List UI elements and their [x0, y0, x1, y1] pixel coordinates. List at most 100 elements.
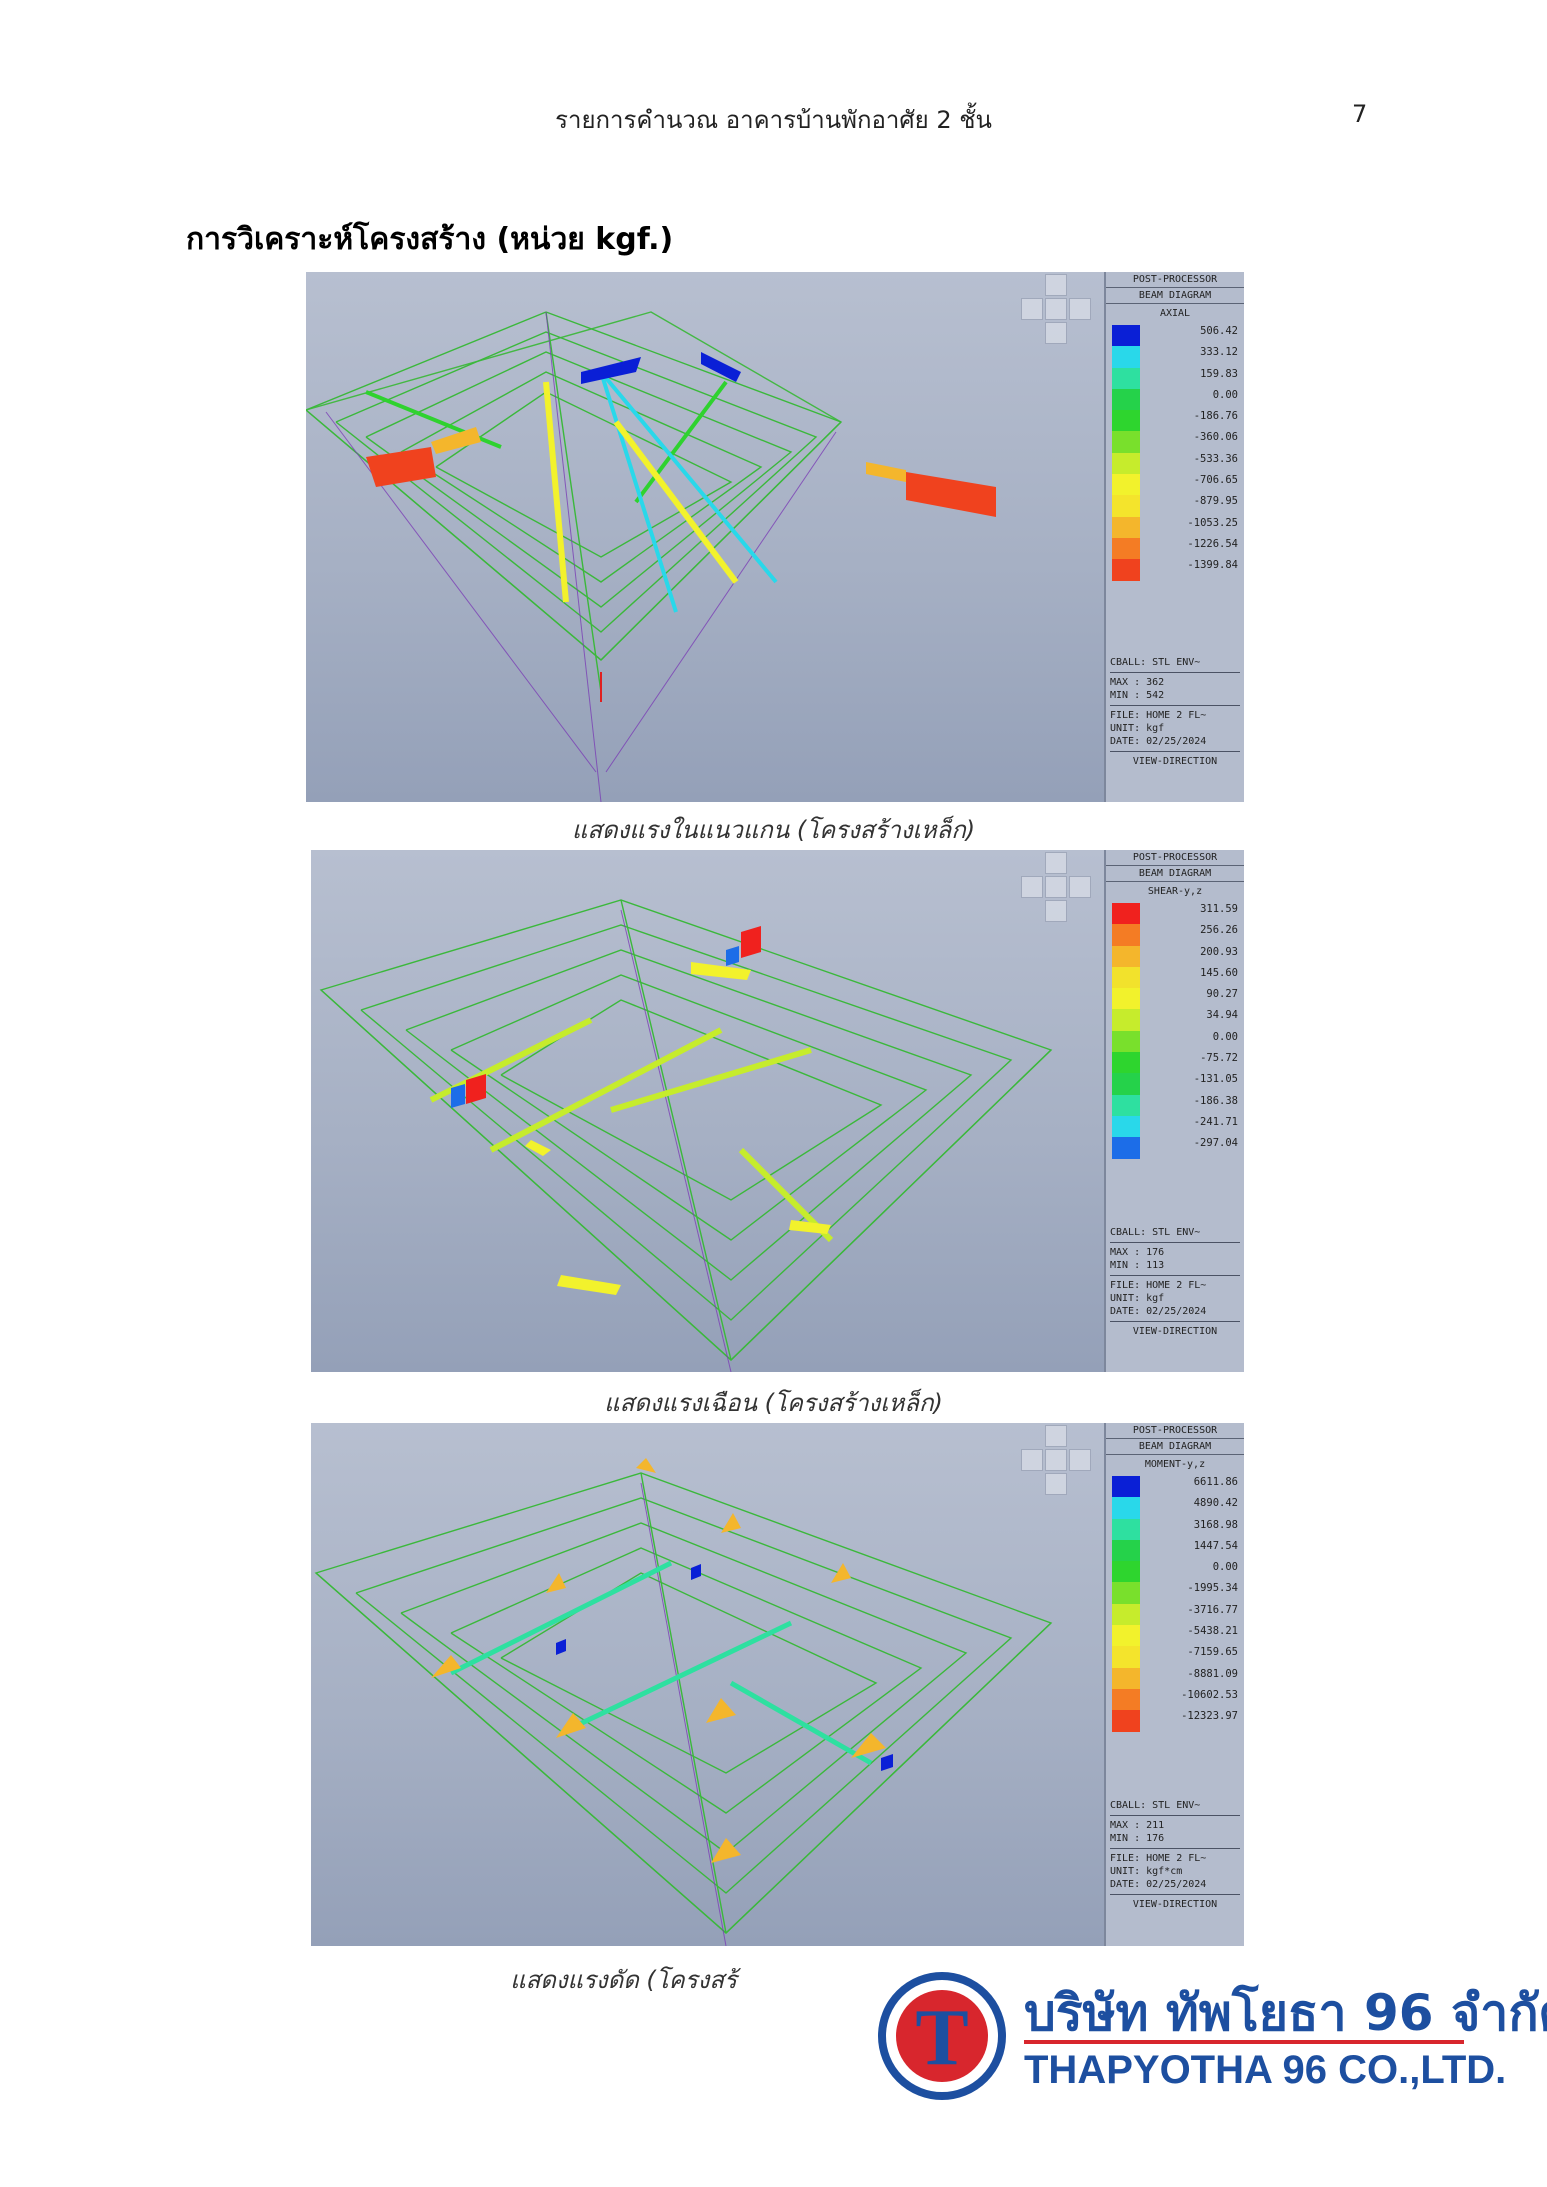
- legend-swatch: [1112, 988, 1140, 1010]
- company-logo: T บริษัท ทัพโยธา 96 จำกัด THAPYOTHA 96 C…: [874, 1964, 1547, 2114]
- legend-value: 3168.98: [1193, 1518, 1238, 1531]
- legend-value: -241.71: [1193, 1115, 1238, 1128]
- page-header-title: รายการคำนวณ อาคารบ้านพักอาศัย 2 ชั้น: [555, 106, 992, 134]
- legend-row: -706.65: [1106, 474, 1244, 496]
- legend-row: 200.93: [1106, 945, 1244, 967]
- view-direction-label: VIEW-DIRECTION: [1132, 1899, 1218, 1910]
- legend-row: 0.00: [1106, 1561, 1244, 1583]
- legend-row: 90.27: [1106, 988, 1244, 1010]
- legend-value: -706.65: [1193, 474, 1238, 487]
- legend-value: -5438.21: [1187, 1625, 1238, 1638]
- legend-row: 159.83: [1106, 367, 1244, 389]
- logo-divider: [1024, 2040, 1464, 2044]
- date-label: DATE: 02/25/2024: [1110, 1879, 1207, 1890]
- legend-value: 200.93: [1200, 945, 1238, 958]
- legend-row: 506.42: [1106, 325, 1244, 347]
- legend-swatch: [1112, 346, 1140, 368]
- legend-value: 0.00: [1212, 388, 1238, 401]
- legend-value: 0.00: [1212, 1561, 1238, 1574]
- legend-row: -131.05: [1106, 1073, 1244, 1095]
- figure-caption: แสดงแรงดัด (โครงสร้: [510, 1966, 737, 1994]
- legend-row: -297.04: [1106, 1137, 1244, 1159]
- legend-value: 256.26: [1200, 924, 1238, 937]
- axial-force-diagram: POST-PROCESSOR BEAM DIAGRAM AXIAL 506.42…: [306, 272, 1244, 802]
- legend-row: 6611.86: [1106, 1476, 1244, 1498]
- legend-value: -1995.34: [1187, 1582, 1238, 1595]
- legend-row: -1226.54: [1106, 537, 1244, 560]
- legend-swatch: [1112, 1625, 1140, 1647]
- legend-value: 34.94: [1206, 1009, 1238, 1022]
- legend-value: -186.76: [1193, 410, 1238, 423]
- legend-swatch: [1112, 1497, 1140, 1519]
- panel-title: POST-PROCESSOR: [1106, 850, 1244, 866]
- legend-swatch: [1112, 474, 1140, 496]
- min-value: MIN : 176: [1110, 1833, 1165, 1844]
- unit-label: UNIT: kgf: [1110, 1293, 1165, 1304]
- shear-force-diagram: POST-PROCESSOR BEAM DIAGRAM SHEAR-y,z 31…: [311, 850, 1244, 1372]
- legend-value: -3716.77: [1187, 1603, 1238, 1616]
- view-direction-label: VIEW-DIRECTION: [1132, 756, 1218, 767]
- legend-row: 4890.42: [1106, 1497, 1244, 1519]
- roof-frame-model: [306, 311, 996, 802]
- legend-row: -3716.77: [1106, 1603, 1244, 1626]
- company-name-english: THAPYOTHA 96 CO.,LTD.: [1024, 2048, 1507, 2092]
- legend-swatch: [1112, 1073, 1140, 1095]
- view-direction-label: VIEW-DIRECTION: [1132, 1326, 1218, 1337]
- legend-row: -241.71: [1106, 1115, 1244, 1138]
- legend-swatch: [1112, 388, 1140, 411]
- legend-value: -360.06: [1193, 431, 1238, 444]
- legend-value: -7159.65: [1187, 1646, 1238, 1659]
- file-label: FILE: HOME 2 FL~: [1110, 710, 1207, 721]
- legend-value: 159.83: [1200, 367, 1238, 380]
- color-legend: 311.59 256.26 200.93 145.60 90.27 34.94 0.00 -7…: [1106, 903, 1244, 1159]
- legend-row: -1053.25: [1106, 516, 1244, 538]
- legend-value: -8881.09: [1187, 1667, 1238, 1680]
- post-processor-panel: POST-PROCESSOR BEAM DIAGRAM MOMENT-y,z 6…: [1104, 1423, 1244, 1946]
- panel-component: SHEAR-y,z: [1147, 886, 1203, 897]
- cball-label: CBALL: STL ENV~: [1110, 1227, 1201, 1238]
- legend-value: -1399.84: [1187, 559, 1238, 572]
- roof-frame-model: [319, 899, 1053, 1372]
- view-cube[interactable]: [1021, 274, 1091, 344]
- legend-swatch: [1112, 1094, 1140, 1116]
- legend-value: -186.38: [1193, 1094, 1238, 1107]
- legend-swatch: [1112, 1476, 1140, 1498]
- legend-swatch: [1112, 1539, 1140, 1562]
- panel-component: MOMENT-y,z: [1144, 1459, 1206, 1470]
- legend-row: -10602.53: [1106, 1688, 1244, 1711]
- legend-row: -879.95: [1106, 495, 1244, 517]
- legend-value: 0.00: [1212, 1030, 1238, 1043]
- section-heading: การวิเคราะห์โครงสร้าง (หน่วย kgf.): [186, 222, 674, 257]
- panel-subtitle: BEAM DIAGRAM: [1106, 866, 1244, 882]
- legend-value: -75.72: [1200, 1052, 1238, 1065]
- panel-component: AXIAL: [1159, 308, 1191, 319]
- date-label: DATE: 02/25/2024: [1110, 1306, 1207, 1317]
- legend-swatch: [1112, 559, 1140, 581]
- bending-moment-diagram: POST-PROCESSOR BEAM DIAGRAM MOMENT-y,z 6…: [311, 1423, 1244, 1946]
- legend-swatch: [1112, 1582, 1140, 1604]
- legend-value: -533.36: [1193, 452, 1238, 465]
- date-label: DATE: 02/25/2024: [1110, 736, 1207, 747]
- legend-swatch: [1112, 1603, 1140, 1626]
- page-number: 7: [1352, 100, 1368, 128]
- legend-swatch: [1112, 1518, 1140, 1540]
- legend-row: -1399.84: [1106, 559, 1244, 581]
- view-cube[interactable]: [1021, 852, 1091, 922]
- legend-value: 1447.54: [1193, 1539, 1238, 1552]
- legend-swatch: [1112, 1667, 1140, 1689]
- roof-frame-model: [314, 1458, 1053, 1946]
- legend-swatch: [1112, 431, 1140, 453]
- color-legend: 6611.86 4890.42 3168.98 1447.54 0.00 -1995.34…: [1106, 1476, 1244, 1732]
- file-label: FILE: HOME 2 FL~: [1110, 1853, 1207, 1864]
- legend-row: -533.36: [1106, 452, 1244, 475]
- legend-swatch: [1112, 945, 1140, 967]
- view-cube[interactable]: [1021, 1425, 1091, 1495]
- panel-title: POST-PROCESSOR: [1106, 1423, 1244, 1439]
- figure-caption: แสดงแรงเฉือน (โครงสร้างเหล็ก): [604, 1389, 943, 1417]
- legend-value: -879.95: [1193, 495, 1238, 508]
- legend-value: 6611.86: [1193, 1476, 1238, 1488]
- legend-row: -5438.21: [1106, 1625, 1244, 1647]
- legend-value: -12323.97: [1181, 1710, 1238, 1723]
- max-value: MAX : 176: [1110, 1247, 1165, 1258]
- legend-row: 311.59: [1106, 903, 1244, 925]
